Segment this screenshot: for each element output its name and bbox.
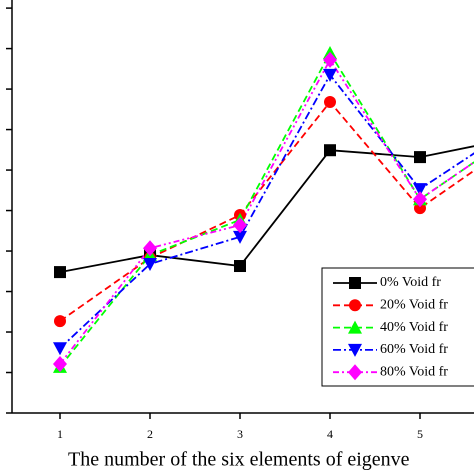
- legend-label: 0% Void fr: [380, 275, 441, 290]
- legend-label: 20% Void fr: [380, 298, 448, 313]
- marker: [324, 96, 336, 109]
- marker: [53, 342, 67, 356]
- marker: [349, 299, 361, 312]
- series-line: [59, 58, 474, 365]
- x-tick-label: 2: [147, 427, 153, 441]
- series-line: [59, 73, 474, 349]
- marker: [233, 217, 247, 234]
- marker: [143, 257, 157, 271]
- marker: [54, 266, 66, 279]
- series-line: [59, 100, 474, 322]
- legend-label: 40% Void fr: [380, 320, 448, 335]
- x-tick-label: 4: [327, 427, 333, 441]
- legend-label: 80% Void fr: [380, 364, 448, 379]
- x-tick-label: 5: [417, 427, 423, 441]
- marker: [323, 68, 337, 82]
- x-axis-label: The number of the six elements of eigenv…: [68, 449, 410, 471]
- legend-label: 60% Void fr: [380, 342, 448, 357]
- marker: [414, 151, 426, 164]
- marker: [143, 240, 157, 257]
- marker: [349, 277, 361, 289]
- x-tick-label: 1: [57, 427, 63, 441]
- marker: [234, 260, 246, 273]
- marker: [54, 315, 66, 328]
- series-line: [59, 145, 474, 273]
- marker: [348, 364, 362, 381]
- x-tick-label: 3: [237, 427, 243, 441]
- marker: [53, 356, 67, 373]
- marker: [233, 230, 247, 244]
- marker: [324, 144, 336, 157]
- marker: [323, 51, 337, 68]
- marker: [413, 191, 427, 208]
- marker: [348, 343, 362, 357]
- marker: [348, 320, 362, 334]
- marker: [413, 183, 427, 197]
